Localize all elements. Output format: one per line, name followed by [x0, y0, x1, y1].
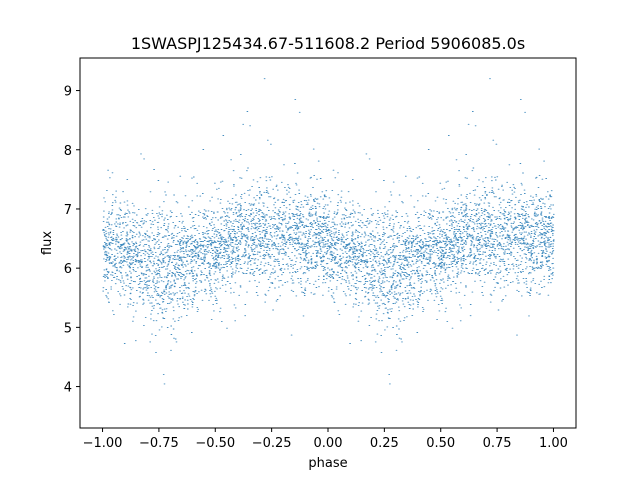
y-tick-label: 6	[64, 262, 72, 277]
y-tick-label: 9	[64, 85, 72, 100]
y-tick-label: 7	[64, 203, 72, 218]
x-tick-label: 0.25	[370, 436, 399, 451]
x-tick-label: 0.00	[314, 436, 343, 451]
x-tick-label: −0.75	[139, 436, 179, 451]
y-axis: 4 5 6 7 8 9	[64, 85, 80, 396]
x-axis-label: phase	[308, 456, 347, 471]
scatter-points	[102, 78, 555, 385]
x-axis: −1.00 −0.75 −0.50 −0.25 0.00 0.25 0.50 0.75 1.00	[83, 428, 568, 451]
data-points	[102, 78, 555, 385]
x-tick-label: 0.75	[483, 436, 512, 451]
chart-title: 1SWASPJ125434.67-511608.2 Period 5906085…	[131, 34, 525, 53]
x-tick-label: −0.25	[252, 436, 292, 451]
y-tick-label: 4	[64, 381, 72, 396]
y-axis-label: flux	[40, 231, 55, 255]
x-tick-label: 0.50	[426, 436, 455, 451]
y-tick-label: 5	[64, 321, 72, 336]
x-tick-label: −1.00	[83, 436, 123, 451]
x-tick-label: −0.50	[195, 436, 235, 451]
y-tick-label: 8	[64, 144, 72, 159]
x-tick-label: 1.00	[539, 436, 568, 451]
